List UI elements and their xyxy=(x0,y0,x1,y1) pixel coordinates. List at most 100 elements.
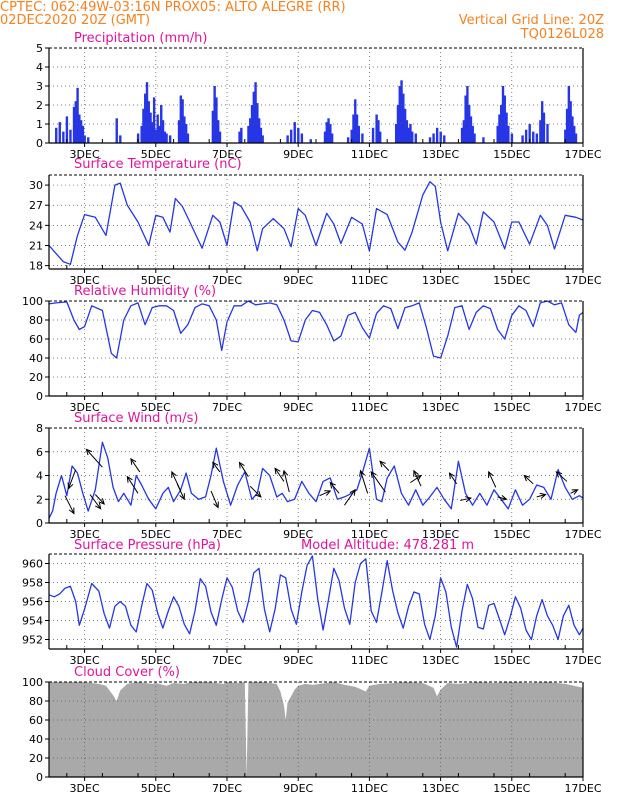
wind-arrow xyxy=(94,494,105,505)
x-tick-label: 13DEC xyxy=(422,148,459,161)
x-tick-label: 7DEC xyxy=(212,782,242,795)
precip-bar xyxy=(435,127,439,143)
x-tick-label: 5DEC xyxy=(141,528,171,541)
x-tick-label: 11DEC xyxy=(351,654,388,667)
precip-bar xyxy=(152,97,156,143)
x-tick-label: 11DEC xyxy=(351,148,388,161)
precip-bar xyxy=(156,114,159,143)
precip-bar xyxy=(181,99,184,143)
wind-arrow-head xyxy=(212,461,219,469)
wind-arrow-head xyxy=(324,490,332,496)
precip-bar xyxy=(346,137,350,143)
precip-bar xyxy=(403,108,407,143)
precip-bar xyxy=(375,114,378,143)
precip-bar xyxy=(402,93,405,143)
y-tick-label: 0 xyxy=(36,517,43,530)
cloud-cover-area xyxy=(49,682,583,777)
precip-bar xyxy=(539,120,542,143)
precip-bar xyxy=(325,122,328,143)
wind-arrow-head xyxy=(179,493,185,501)
panel-3: 0 20 40 60 80 100 3DEC 5DEC 7DEC 9DEC 11DEC 13DEC 15… xyxy=(22,284,602,414)
x-tick-label: 3DEC xyxy=(70,274,100,287)
precip-bar xyxy=(330,133,334,143)
panel-title: Surface Wind (m/s) xyxy=(74,411,198,426)
y-tick-label: 952 xyxy=(22,634,43,647)
precip-bar xyxy=(183,116,186,143)
wind-arrow xyxy=(86,449,103,468)
x-tick-label: 3DEC xyxy=(70,401,100,414)
precip-bar xyxy=(149,112,152,143)
y-tick-label: 40 xyxy=(29,733,43,746)
wind-arrow xyxy=(360,470,369,494)
precip-bar xyxy=(286,135,289,143)
precip-bar xyxy=(398,86,401,143)
precip-bar xyxy=(254,82,257,143)
wind-arrow-head xyxy=(126,475,133,483)
precip-bar xyxy=(564,129,567,143)
wind-arrow-head xyxy=(500,494,508,501)
y-tick-label: 20 xyxy=(29,371,43,384)
precip-bar xyxy=(521,135,524,143)
wind-arrow-head xyxy=(539,492,547,499)
precip-bar xyxy=(211,110,215,143)
wind-arrow xyxy=(570,489,578,494)
y-tick-label: 960 xyxy=(22,558,43,571)
wind-arrow-head xyxy=(67,482,74,490)
wind-arrow xyxy=(283,470,290,493)
x-tick-label: 3DEC xyxy=(70,782,100,795)
precip-bar xyxy=(184,124,188,143)
wind-arrow-head xyxy=(238,461,245,469)
precip-bar xyxy=(323,131,327,143)
x-tick-label: 9DEC xyxy=(283,401,313,414)
panel-title: Relative Humidity (%) xyxy=(74,284,216,299)
precip-bar xyxy=(482,137,485,143)
precip-bar xyxy=(574,133,578,143)
x-tick-label: 17DEC xyxy=(564,782,601,795)
x-tick-label: 11DEC xyxy=(351,782,388,795)
precip-bar xyxy=(460,127,464,143)
series-line xyxy=(48,181,584,265)
x-tick-label: 3DEC xyxy=(70,148,100,161)
series-line xyxy=(48,300,584,359)
precip-bar xyxy=(300,133,304,143)
precip-bar xyxy=(540,101,544,143)
grid xyxy=(49,682,584,777)
grid xyxy=(49,554,584,649)
wind-arrow xyxy=(64,495,75,514)
y-tick-label: 20 xyxy=(29,752,43,765)
x-tick-label: 5DEC xyxy=(141,148,171,161)
wind-arrow xyxy=(370,471,386,493)
wind-arrow xyxy=(497,496,507,500)
wind-arrow xyxy=(212,462,221,473)
precip-bar xyxy=(546,124,549,143)
wind-arrow xyxy=(89,494,102,510)
precip-bar xyxy=(354,99,357,143)
precip-bar xyxy=(249,118,252,143)
wind-arrow-head xyxy=(555,471,563,478)
wind-arrow xyxy=(130,458,141,473)
wind-arrow xyxy=(410,475,422,484)
wind-arrow-head xyxy=(213,501,219,509)
precip-bar xyxy=(62,131,65,143)
precip-bar xyxy=(439,131,442,143)
grid xyxy=(49,175,584,269)
y-tick-label: 60 xyxy=(29,714,43,727)
wind-arrow xyxy=(239,462,249,477)
precip-bar xyxy=(355,114,359,143)
precip-bar xyxy=(87,137,90,143)
panel-title: Surface Pressure (hPa) xyxy=(74,538,221,553)
wind-arrow-head xyxy=(488,470,494,478)
y-tick-label: 6 xyxy=(36,446,43,459)
precip-bar xyxy=(158,125,161,143)
x-tick-label: 15DEC xyxy=(493,401,530,414)
wind-arrow xyxy=(523,475,534,485)
y-tick-label: 27 xyxy=(29,199,43,212)
wind-arrow-head xyxy=(464,496,472,503)
precip-bar xyxy=(79,120,83,143)
x-tick-label: 13DEC xyxy=(422,274,459,287)
y-tick-label: 40 xyxy=(29,352,43,365)
precip-bar xyxy=(569,101,572,143)
precip-bar xyxy=(218,131,222,143)
precip-bar xyxy=(257,118,261,143)
x-tick-label: 17DEC xyxy=(564,148,601,161)
